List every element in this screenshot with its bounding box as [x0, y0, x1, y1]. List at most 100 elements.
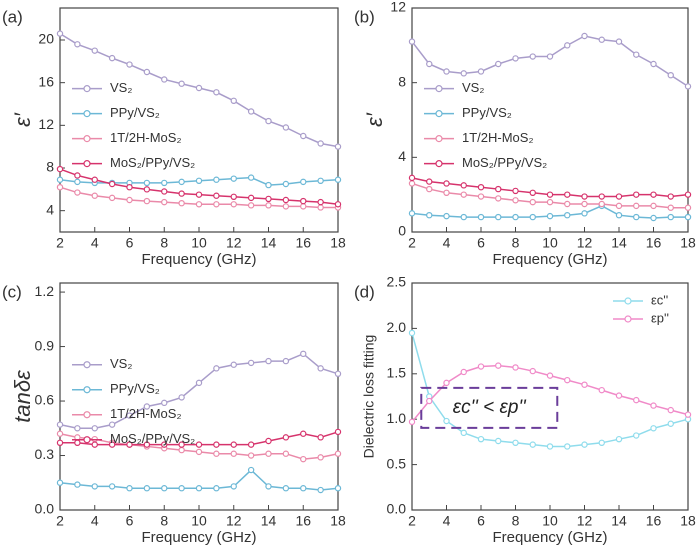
y-tick-label: 0.0	[387, 501, 407, 517]
legend-label: 1T/2H-MoS₂	[462, 130, 534, 145]
data-point	[443, 417, 450, 425]
data-point	[426, 178, 433, 185]
panel-label: (a)	[2, 7, 23, 26]
data-point	[426, 185, 433, 193]
data-point	[684, 213, 692, 221]
legend-marker	[624, 315, 632, 323]
y-tick-label: 16	[38, 73, 54, 89]
legend-marker	[435, 110, 443, 118]
data-point	[633, 51, 640, 58]
data-point	[495, 437, 502, 445]
data-point	[247, 466, 255, 474]
data-point	[213, 365, 220, 372]
data-point	[247, 452, 255, 459]
data-point	[684, 204, 692, 211]
data-point	[564, 376, 571, 384]
x-tick-label: 18	[330, 513, 346, 529]
y-tick-label: 8	[398, 73, 406, 89]
data-point	[91, 483, 98, 490]
data-point	[546, 372, 554, 379]
data-point	[300, 203, 307, 210]
data-point	[74, 172, 81, 179]
data-point	[667, 204, 674, 211]
data-point	[334, 143, 342, 150]
data-point	[247, 359, 255, 367]
y-tick-label: 0.0	[35, 501, 55, 517]
x-tick-label: 2	[408, 235, 416, 251]
data-point	[598, 386, 605, 394]
data-point	[143, 441, 151, 448]
data-point	[178, 394, 185, 401]
data-point	[334, 428, 342, 436]
data-point	[684, 83, 692, 90]
data-point	[408, 210, 416, 217]
data-point	[460, 213, 467, 221]
data-point	[477, 68, 485, 75]
data-point	[650, 425, 657, 432]
data-point	[91, 425, 98, 432]
data-point	[667, 406, 674, 414]
data-point	[161, 485, 168, 492]
data-point	[195, 379, 203, 387]
data-point	[74, 41, 81, 48]
y-tick-label: 0.6	[35, 392, 55, 408]
y-tick-label: 0	[398, 223, 406, 239]
data-point	[317, 204, 324, 211]
data-point	[443, 212, 450, 220]
x-tick-label: 6	[126, 513, 134, 529]
data-point	[230, 175, 237, 182]
data-point	[512, 197, 519, 204]
data-point	[546, 212, 554, 220]
y-tick-label: 20	[38, 31, 54, 47]
data-point	[265, 195, 272, 203]
legend-label: PPy/VS₂	[110, 105, 160, 120]
data-point	[178, 190, 185, 197]
data-point	[300, 178, 307, 186]
x-axis-label: Frequency (GHz)	[492, 251, 607, 268]
legend-marker	[83, 110, 91, 118]
data-point	[91, 47, 98, 54]
panel-label: (c)	[2, 282, 22, 301]
data-point	[581, 32, 588, 40]
data-point	[282, 180, 290, 188]
data-point	[161, 76, 168, 83]
data-point	[615, 202, 623, 210]
data-point	[282, 203, 290, 210]
legend-label: εp''	[651, 310, 669, 325]
data-point	[317, 140, 324, 147]
data-point	[300, 132, 307, 140]
x-tick-label: 10	[191, 235, 207, 251]
data-point	[126, 412, 133, 419]
data-point	[143, 186, 151, 193]
data-point	[213, 441, 220, 448]
y-axis-label: Dielectric loss fitting	[361, 335, 377, 459]
data-point	[529, 367, 536, 375]
data-point	[633, 202, 640, 210]
data-point	[408, 38, 416, 45]
data-point	[581, 210, 588, 217]
legend-label: 1T/2H-MoS₂	[110, 130, 182, 145]
x-tick-label: 6	[477, 513, 485, 529]
x-tick-label: 10	[191, 513, 207, 529]
data-point	[56, 430, 64, 437]
legend-label: εc''	[651, 292, 668, 307]
data-point	[195, 448, 203, 456]
data-point	[564, 191, 571, 198]
data-point	[615, 392, 623, 399]
data-point	[126, 485, 133, 492]
data-point	[529, 189, 536, 196]
data-point	[598, 439, 605, 447]
legend-label: MoS₂/PPy/VS₂	[462, 155, 547, 170]
data-point	[213, 485, 220, 492]
data-point	[282, 196, 290, 204]
plot-frame	[411, 7, 689, 233]
x-tick-label: 12	[577, 513, 593, 529]
x-tick-label: 14	[611, 235, 627, 251]
data-point	[495, 213, 502, 221]
data-point	[300, 485, 307, 492]
data-point	[546, 191, 554, 198]
data-point	[74, 189, 81, 196]
data-point	[161, 198, 168, 206]
data-point	[265, 117, 272, 125]
legend-marker	[83, 436, 91, 444]
